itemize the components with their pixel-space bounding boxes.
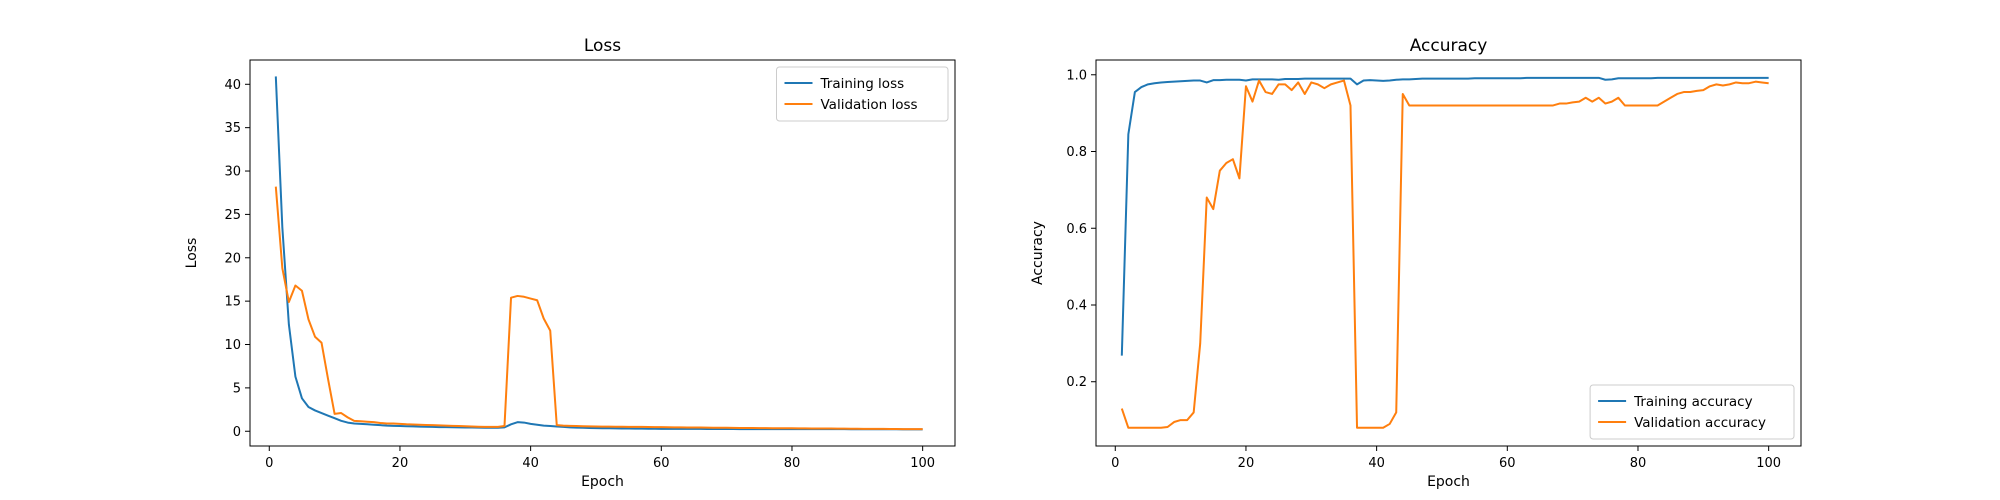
legend-label: Validation accuracy — [1634, 415, 1766, 431]
y-tick-label: 25 — [224, 208, 241, 223]
y-tick-label: 10 — [224, 338, 241, 353]
axes-frame — [249, 59, 956, 447]
x-tick-label: 0 — [1111, 456, 1119, 471]
x-tick-label: 20 — [392, 456, 409, 471]
chart-title: Accuracy — [1410, 36, 1488, 56]
legend: Training loss Validation loss — [776, 66, 949, 122]
y-tick-label: 0.8 — [1066, 145, 1087, 160]
y-tick-label: 0.4 — [1066, 298, 1087, 313]
x-tick-label: 100 — [1756, 456, 1781, 471]
x-axis-label: Epoch — [1427, 474, 1470, 490]
y-axis-label: Accuracy — [1030, 221, 1046, 285]
legend-box — [1589, 384, 1795, 440]
series-line-training-loss — [274, 76, 923, 431]
subplot-accuracy: 0 20 40 60 80 100 0.2 0.4 0.6 0.8 1.0 Accuracy Epoch… — [1030, 36, 1802, 490]
legend: Training accuracy Validation accuracy — [1589, 384, 1795, 440]
series-line-training-accuracy — [1120, 76, 1769, 356]
x-tick-label: 40 — [522, 456, 539, 471]
legend-label: Validation loss — [821, 97, 918, 113]
legend-box — [776, 66, 949, 122]
x-tick-label: 80 — [784, 456, 801, 471]
x-tick-label: 80 — [1630, 456, 1647, 471]
series-line-validation-accuracy — [1120, 79, 1769, 429]
chart-title: Loss — [584, 36, 621, 56]
y-tick-label: 0 — [233, 425, 241, 440]
y-tick-label: 15 — [224, 295, 241, 310]
x-tick-label: 20 — [1238, 456, 1255, 471]
y-tick-label: 0.6 — [1066, 222, 1087, 237]
x-tick-label: 0 — [265, 456, 273, 471]
y-tick-label: 20 — [224, 251, 241, 266]
y-tick-label: 1.0 — [1066, 68, 1087, 83]
axes-frame — [1095, 59, 1802, 447]
x-tick-label: 100 — [910, 456, 935, 471]
subplot-loss: 0 20 40 60 80 100 0 5 10 15 20 25 30 35 40 Loss Epoch Los… — [184, 36, 956, 490]
x-tick-label: 40 — [1368, 456, 1385, 471]
y-axis-label: Loss — [184, 238, 200, 269]
x-axis-label: Epoch — [581, 474, 624, 490]
y-tick-label: 40 — [224, 78, 241, 93]
legend-label: Training loss — [820, 76, 905, 92]
y-tick-label: 0.2 — [1066, 375, 1087, 390]
legend-label: Training accuracy — [1633, 394, 1752, 410]
series-line-validation-loss — [274, 186, 923, 431]
x-tick-label: 60 — [653, 456, 670, 471]
y-tick-label: 35 — [224, 121, 241, 136]
x-tick-label: 60 — [1499, 456, 1516, 471]
y-tick-label: 5 — [233, 381, 241, 396]
y-tick-label: 30 — [224, 165, 241, 180]
